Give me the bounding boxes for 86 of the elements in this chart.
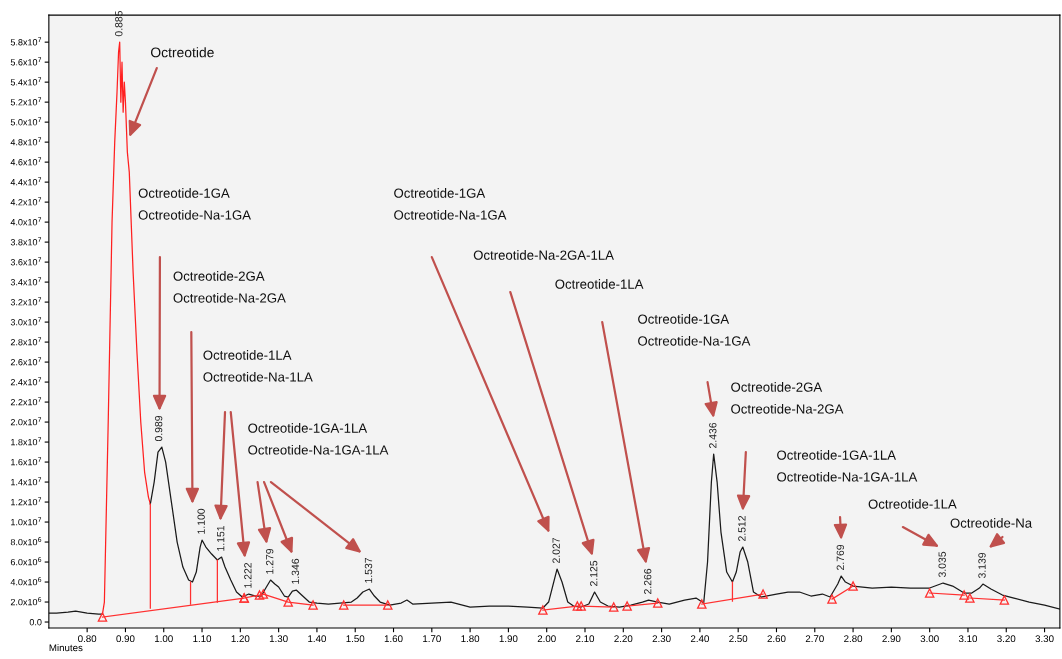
x-tick-label: 1.80 — [461, 635, 480, 643]
y-tick-label: 4.2x10$^{7}$ — [10, 197, 42, 206]
y-tick-label: 3.4x10$^{7}$ — [10, 277, 42, 286]
x-tick-label: 2.70 — [805, 635, 824, 643]
x-tick-label: 3.20 — [997, 635, 1016, 643]
annotation: 2.125 — [590, 560, 598, 586]
y-tick-label: 2.0x10$^{6}$ — [10, 597, 42, 606]
annotation: 1.151 — [217, 525, 225, 551]
x-tick-label: 2.00 — [537, 635, 556, 643]
x-tick-label: 3.30 — [1035, 635, 1054, 643]
y-tick-label: 1.4x10$^{7}$ — [11, 477, 42, 486]
y-tick-label: 1.0x10$^{7}$ — [11, 517, 42, 526]
x-tick-label: 2.10 — [576, 635, 595, 643]
x-tick-label: 1.90 — [499, 635, 518, 643]
x-tick-label: 1.20 — [231, 635, 250, 643]
x-tick-label: 2.50 — [729, 635, 748, 643]
annotation: 1.346 — [291, 558, 300, 584]
annotation: Octreotide-2GA Octreotide-Na-2GA — [731, 382, 844, 414]
y-tick-label: 6.0x10$^{6}$ — [10, 557, 42, 566]
annotation: 0.885 — [115, 10, 123, 37]
y-tick-label: 5.8x10$^{7}$ — [10, 37, 42, 46]
annotation: Octreotide-1GA-1LA Octreotide-Na-1GA-1LA — [248, 423, 389, 455]
y-tick-label: 1.2x10$^{7}$ — [11, 497, 42, 506]
annotation: 0.989 — [154, 415, 163, 442]
x-tick-label: 1.30 — [269, 635, 288, 643]
annotation: 3.139 — [978, 552, 986, 579]
x-tick-label: 2.80 — [844, 635, 863, 643]
y-tick-label: 3.0x10$^{7}$ — [10, 317, 42, 326]
annotation: 3.035 — [938, 551, 946, 578]
y-tick-label: 2.8x10$^{7}$ — [10, 337, 42, 346]
annotation: Octreotide-1LA — [555, 279, 644, 289]
y-tick-label: 5.2x10$^{7}$ — [10, 97, 42, 106]
y-tick-label: 3.2x10$^{7}$ — [10, 297, 42, 306]
annotation: Octreotide — [150, 47, 214, 58]
y-tick-label: 4.8x10$^{7}$ — [10, 137, 42, 146]
y-tick-label: 2.0x10$^{7}$ — [10, 417, 42, 426]
x-tick-label: 1.70 — [423, 635, 441, 643]
annotation: 2.027 — [552, 537, 560, 563]
annotation: Octreotide-1LA — [868, 499, 957, 509]
annotation: 1.222 — [244, 562, 252, 588]
x-tick-label: 2.90 — [882, 635, 901, 643]
x-tick-label: 1.10 — [193, 635, 212, 643]
annotation: 2.436 — [709, 422, 717, 448]
x-tick-label: 3.00 — [920, 635, 939, 643]
x-tick-label: 2.60 — [767, 635, 786, 643]
y-tick-label: 4.0x10$^{7}$ — [10, 217, 42, 226]
annotation: Octreotide-1GA Octreotide-Na-1GA — [638, 314, 751, 346]
y-tick-label: 8.0x10$^{6}$ — [10, 537, 42, 546]
y-tick-label: 0.0 — [29, 619, 42, 626]
y-tick-label: 2.2x10$^{7}$ — [10, 397, 42, 406]
y-tick-label: 5.0x10$^{7}$ — [10, 117, 42, 126]
annotation: 2.769 — [836, 544, 844, 570]
y-tick-label: 4.6x10$^{7}$ — [10, 157, 42, 166]
x-tick-label: 2.30 — [652, 635, 671, 643]
annotation: Octreotide-Na-2GA-1LA — [473, 250, 614, 260]
annotation: 1.537 — [364, 557, 373, 583]
x-tick-label: 0.80 — [78, 635, 97, 643]
annotation: 2.266 — [643, 568, 652, 594]
y-tick-label: 5.6x10$^{7}$ — [10, 57, 42, 66]
annotation: Octreotide-1GA Octreotide-Na-1GA — [138, 188, 251, 220]
x-tick-label: 2.20 — [614, 635, 633, 643]
x-tick-label: 1.60 — [384, 635, 403, 643]
y-tick-label: 4.4x10$^{7}$ — [10, 177, 42, 186]
y-tick-label: 5.4x10$^{7}$ — [10, 77, 42, 86]
y-tick-label: 1.6x10$^{7}$ — [11, 457, 42, 466]
annotation: 1.279 — [266, 548, 274, 574]
annotation: 1.100 — [197, 508, 205, 534]
x-tick-label: 3.10 — [958, 635, 978, 643]
x-tick-label: 0.90 — [116, 635, 135, 643]
y-tick-label: 2.4x10$^{7}$ — [10, 377, 42, 386]
annotation: Octreotide-Na — [950, 518, 1033, 528]
y-tick-label: 1.8x10$^{7}$ — [11, 437, 42, 446]
y-tick-label: 4.0x10$^{6}$ — [10, 577, 42, 586]
annotation: Octreotide-1GA-1LA Octreotide-Na-1GA-1LA — [777, 450, 918, 482]
y-tick-label: 3.8x10$^{7}$ — [10, 237, 42, 246]
annotation: Octreotide-1GA Octreotide-Na-1GA — [394, 188, 507, 220]
x-tick-label: 1.00 — [155, 635, 173, 643]
y-tick-label: 2.6x10$^{7}$ — [10, 357, 42, 366]
x-tick-label: 2.40 — [690, 635, 709, 643]
annotation: Octreotide-1LA Octreotide-Na-1LA — [203, 350, 313, 382]
annotation: 2.512 — [738, 515, 746, 541]
x-axis-title: Minutes — [49, 644, 83, 652]
x-tick-label: 1.40 — [308, 635, 327, 643]
annotation: Octreotide-2GA Octreotide-Na-2GA — [173, 271, 286, 303]
y-tick-label: 3.6x10$^{7}$ — [10, 257, 42, 266]
x-tick-label: 1.50 — [346, 635, 365, 643]
